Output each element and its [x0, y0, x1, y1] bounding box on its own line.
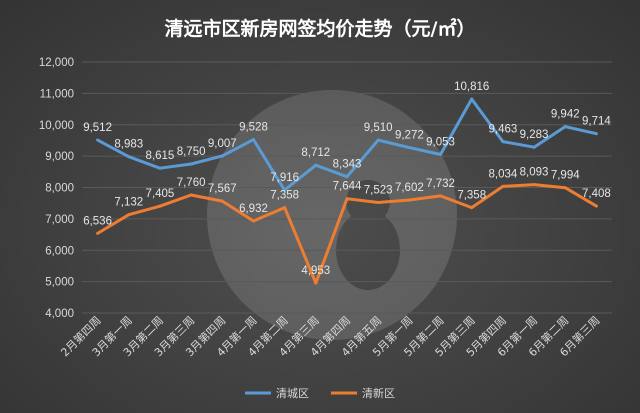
data-label: 6,932: [239, 203, 268, 215]
data-label: 9,510: [364, 122, 393, 134]
data-label: 8,093: [520, 167, 549, 179]
data-point: [189, 193, 193, 197]
data-label: 7,732: [426, 178, 455, 190]
data-point: [314, 163, 318, 167]
y-tick-label: 9,000: [45, 151, 74, 163]
watermark-logo: [207, 90, 457, 340]
data-label: 7,916: [270, 172, 299, 184]
data-point: [470, 97, 474, 101]
data-point: [407, 198, 411, 202]
data-point: [563, 125, 567, 129]
data-label: 8,712: [301, 147, 330, 159]
data-label: 9,463: [488, 124, 517, 136]
data-label: 7,994: [551, 170, 580, 182]
data-point: [376, 200, 380, 204]
y-tick-label: 7,000: [45, 214, 74, 226]
series-lines: [96, 97, 598, 285]
data-point: [96, 231, 100, 235]
data-point: [376, 138, 380, 142]
y-tick-label: 6,000: [45, 245, 74, 257]
data-label: 7,358: [270, 190, 299, 202]
data-label: 9,512: [83, 122, 112, 134]
data-point: [501, 140, 505, 144]
data-point: [532, 145, 536, 149]
data-point: [501, 184, 505, 188]
data-point: [220, 199, 224, 203]
data-point: [283, 188, 287, 192]
data-point: [594, 132, 598, 136]
legend-label: 清城区: [276, 387, 309, 400]
data-label: 8,750: [177, 146, 206, 158]
data-label: 7,523: [364, 184, 393, 196]
data-label: 9,714: [582, 116, 611, 128]
y-tick-label: 8,000: [45, 183, 74, 195]
data-point: [158, 166, 162, 170]
data-label: 9,272: [395, 130, 424, 142]
grid-lines: [82, 61, 612, 314]
data-label: 4,953: [301, 265, 330, 277]
data-label: 6,536: [83, 215, 112, 227]
data-point: [314, 281, 318, 285]
chart-title: 清远市区新房网签均价走势（元/㎡）: [165, 17, 476, 40]
data-point: [158, 204, 162, 208]
data-point: [439, 152, 443, 156]
data-point: [345, 197, 349, 201]
y-tick-label: 5,000: [45, 277, 74, 289]
data-point: [563, 186, 567, 190]
y-tick-label: 4,000: [45, 308, 74, 320]
data-label: 8,983: [114, 139, 143, 151]
data-point: [127, 155, 131, 159]
y-tick-label: 12,000: [39, 57, 74, 69]
data-label: 7,567: [208, 183, 237, 195]
data-point: [594, 204, 598, 208]
data-point: [251, 219, 255, 223]
data-label: 9,283: [520, 129, 549, 141]
data-label: 8,034: [488, 168, 517, 180]
data-point: [283, 206, 287, 210]
data-point: [96, 138, 100, 142]
legend-label: 清新区: [362, 386, 395, 400]
data-point: [251, 138, 255, 142]
legend: 清城区 清新区: [245, 386, 395, 400]
data-label: 9,007: [208, 138, 237, 150]
data-label: 7,408: [582, 188, 611, 200]
data-label: 10,816: [454, 81, 489, 93]
data-label: 7,132: [114, 197, 143, 209]
data-point: [345, 175, 349, 179]
y-axis-ticks: 4,000 5,000 6,000 7,000 8,000 9,000 10,000 11,0…: [39, 57, 74, 320]
data-label: 8,343: [333, 159, 362, 171]
data-label: 9,528: [239, 122, 268, 134]
data-point: [470, 206, 474, 210]
data-label: 8,615: [146, 150, 175, 162]
data-label: 7,405: [146, 188, 175, 200]
data-point: [127, 213, 131, 217]
data-label: 9,053: [426, 136, 455, 148]
y-tick-label: 11,000: [40, 88, 74, 100]
data-point: [532, 183, 536, 187]
data-point: [189, 162, 193, 166]
data-point: [407, 146, 411, 150]
y-tick-label: 10,000: [39, 120, 74, 132]
data-point: [439, 194, 443, 198]
data-label: 7,358: [457, 190, 486, 202]
data-label: 7,602: [395, 182, 424, 194]
data-point: [220, 154, 224, 158]
data-label: 7,644: [333, 181, 362, 193]
data-label: 7,760: [177, 177, 206, 189]
data-label: 9,942: [551, 109, 580, 121]
